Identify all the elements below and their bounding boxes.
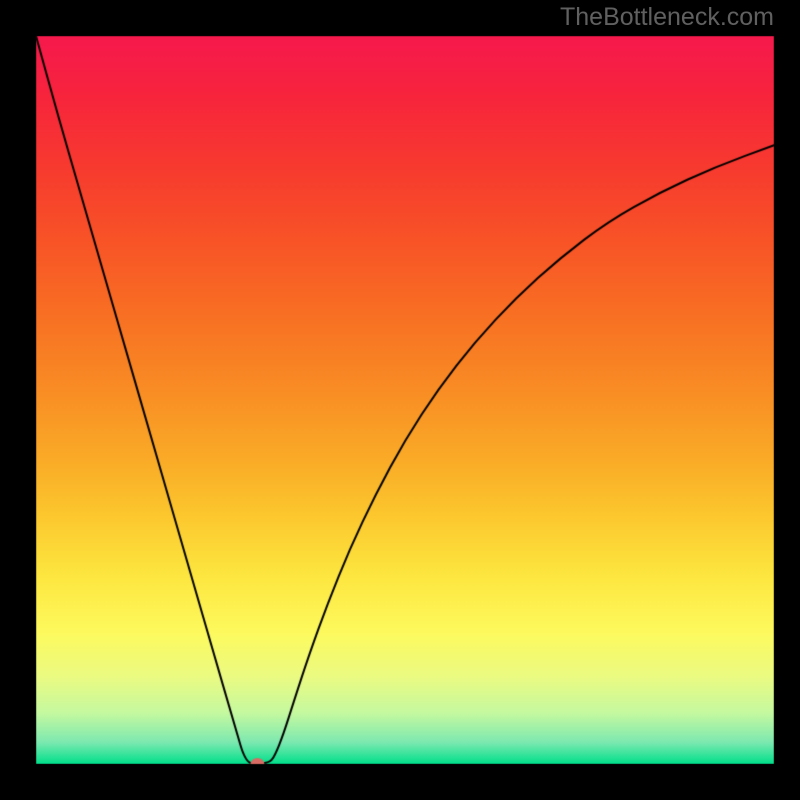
plot-border — [0, 0, 800, 800]
chart-stage: TheBottleneck.com — [0, 0, 800, 800]
watermark-text: TheBottleneck.com — [560, 3, 774, 32]
